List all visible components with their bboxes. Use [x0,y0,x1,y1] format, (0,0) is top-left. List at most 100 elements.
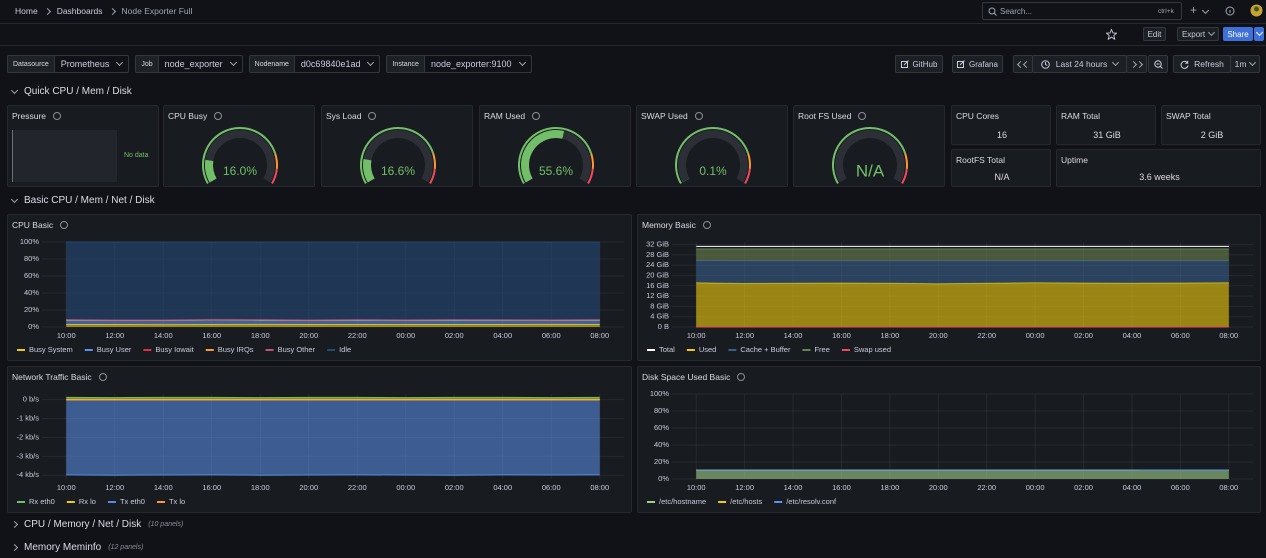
series-line [66,319,600,321]
legend-label[interactable]: Free [814,345,829,354]
time-back[interactable] [1013,55,1033,73]
y-tick-label: 100% [650,389,670,398]
legend-label[interactable]: Used [699,345,717,354]
x-tick-label: 00:00 [396,483,415,492]
row-header[interactable]: Basic CPU / Mem / Net / Disk [10,195,155,206]
legend-label[interactable]: Busy System [29,345,73,354]
y-tick-label: -2 kb/s [16,432,39,441]
legend-label[interactable]: Busy Iowait [155,345,194,354]
time-range[interactable]: Last 24 hours [1032,55,1127,73]
refresh-button[interactable]: Refresh [1173,55,1231,73]
toolbar: Edit Export Share [0,24,1266,46]
icon [1022,60,1030,68]
legend-label[interactable]: Tx eth0 [120,497,145,506]
legend-label[interactable]: /etc/hostname [659,497,706,506]
variable-value: d0c69840e1ad [300,59,361,69]
panel-title: RAM Used [484,111,526,121]
variable[interactable]: Job node_exporter [135,55,243,73]
variable[interactable]: Datasource Prometheus [7,55,130,73]
threshold-arc [518,127,593,184]
caret [1249,58,1257,67]
legend-label[interactable]: Busy User [97,345,132,354]
edit-button[interactable]: Edit [1143,27,1166,41]
stat-panel: SWAP Total 2 GiB [1161,105,1261,145]
chart-panel: Network Traffic Basic 0 b/s -1 kb/s -2 kb/s… [7,366,632,513]
series-line [66,319,600,321]
x-tick-label: 04:00 [1123,331,1142,340]
row-header[interactable]: CPU / Memory / Net / Disk (10 panels) [10,519,183,530]
share-menu[interactable] [1254,27,1264,41]
gauge-track [835,130,905,183]
legend-label[interactable]: Total [659,345,675,354]
area-fill [66,320,600,325]
y-tick-label: 0 b/s [23,395,40,404]
gauge-panel: SWAP Used 0.1% [636,105,788,187]
gauge-label: 16.0% [223,164,257,178]
zoom-out[interactable] [1148,55,1168,73]
panel-title: SWAP Total [1166,111,1211,121]
y-tick-label: 4 GiB [650,312,669,321]
legend-label[interactable]: Swap used [854,345,891,354]
stat-panel: Uptime 3.6 weeks [1056,149,1261,187]
icon [1135,60,1144,68]
legend-label[interactable]: Busy Other [278,345,316,354]
area-fill [696,260,1229,284]
gauge: 16.0% [202,127,278,184]
legend-label[interactable]: Idle [339,345,351,354]
gauge: 0.1% [675,127,751,184]
info-icon [368,112,377,120]
refresh-label: Refresh [1194,59,1224,69]
legend-label[interactable]: /etc/hosts [730,497,762,506]
export-button[interactable]: Export [1177,27,1219,41]
time-forward[interactable] [1126,55,1147,73]
variable-label: Datasource [8,56,55,72]
variable[interactable]: Nodename d0c69840e1ad [248,55,381,73]
threshold-arc [274,153,278,169]
search-box[interactable]: Search... ctrl+k [982,2,1182,20]
star-icon[interactable] [1106,29,1117,40]
refresh-icon [1180,60,1189,69]
series-line [66,319,600,322]
row-header[interactable]: Quick CPU / Mem / Disk [10,86,132,97]
breadcrumb[interactable]: Dashboards [56,6,103,16]
legend-label[interactable]: Cache + Buffer [740,345,791,354]
share-button[interactable]: Share [1223,27,1253,41]
panel-header: Sys Load [326,111,377,121]
legend-label[interactable]: Rx lo [79,497,96,506]
x-tick-label: 00:00 [1026,331,1045,340]
y-tick-label: 32 GiB [646,240,669,249]
variable-label: Job [136,56,159,72]
caret [116,58,124,67]
chart: 0% 20% 40% 60% 80% 100% 10:00 12:00 14:00 16:00 18… [17,237,624,354]
area-fill [696,248,1229,261]
row-chevron [10,86,19,94]
chart-panel: CPU Basic 0% 20% 40% 60% 80% 100% 10:00 12:00 14:… [7,214,632,361]
refresh-interval[interactable]: 1m [1230,55,1260,73]
x-tick-label: 14:00 [784,331,803,340]
x-tick-label: 14:00 [154,331,173,340]
legend-label[interactable]: Tx lo [169,497,185,506]
variable[interactable]: Instance node_exporter:9100 [386,55,532,73]
link-button[interactable]: GitHub [895,55,943,73]
legend-label[interactable]: Rx eth0 [29,497,55,506]
panel-header: CPU Basic [12,220,69,230]
legend-label[interactable]: /etc/resolv.conf [786,497,837,506]
threshold-arc [832,127,907,184]
row-header[interactable]: Memory Meminfo (12 panels) [10,542,143,553]
x-tick-label: 12:00 [735,331,754,340]
legend-label[interactable]: Busy IRQs [218,345,254,354]
breadcrumb[interactable]: Home [15,6,38,16]
help-icon[interactable] [1225,6,1235,16]
x-tick-label: 08:00 [1219,331,1238,340]
y-tick-label: 0% [28,322,39,331]
chart: 0 b/s -1 kb/s -2 kb/s -3 kb/s -4 kb/s 10:00 12… [16,394,624,506]
variables: Datasource Prometheus Job node_exporter No… [7,55,532,73]
panel-title: CPU Basic [12,220,54,230]
caret [367,58,375,67]
gauge-label: 16.6% [381,164,415,178]
link-button[interactable]: Grafana [952,55,1003,73]
avatar[interactable] [1250,4,1263,17]
new-button[interactable]: + [1190,3,1198,17]
info-icon [858,112,867,120]
